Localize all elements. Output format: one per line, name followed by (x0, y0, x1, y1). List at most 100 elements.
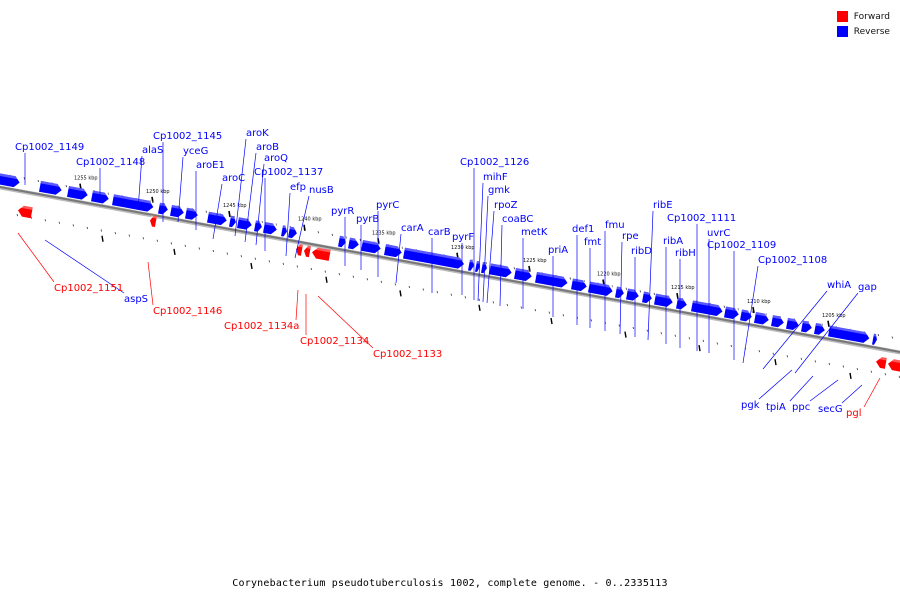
major-tick (827, 320, 830, 327)
minor-tick (65, 184, 67, 188)
minor-tick (842, 365, 844, 368)
gene-label-ribh: ribH (675, 248, 696, 259)
label-leaders (17, 138, 881, 408)
reverse-gene (615, 286, 625, 299)
minor-tick (653, 292, 655, 296)
gene-label-alas: alaS (142, 145, 163, 156)
forward-gene-body (18, 205, 33, 219)
minor-tick (205, 210, 207, 213)
forward-gene (18, 204, 33, 219)
minor-tick (751, 310, 753, 313)
major-tick (228, 210, 231, 218)
reverse-gene (185, 207, 199, 220)
forward-gene (876, 356, 887, 369)
reverse-gene-body (691, 300, 723, 316)
minor-tick (100, 229, 102, 232)
gene-label-cp1002_1126: Cp1002_1126 (460, 157, 529, 168)
reverse-gene (112, 194, 155, 212)
forward-gene-body (312, 247, 331, 261)
reverse-gene (691, 300, 724, 316)
reverse-gene-body (724, 306, 739, 319)
gene-label-cara: carA (401, 223, 424, 234)
minor-tick (723, 305, 725, 308)
genome-backbone (0, 185, 900, 355)
minor-tick (366, 278, 368, 281)
reverse-gene (571, 278, 588, 292)
gene-highlight (385, 244, 403, 250)
gene-label-pyrr: pyrR (331, 206, 354, 217)
minor-tick (58, 221, 60, 224)
scale-label: 1255 kbp (74, 176, 98, 182)
minor-tick (562, 314, 564, 317)
major-tick (752, 306, 755, 314)
reverse-leader (285, 192, 291, 257)
forward-leader (317, 295, 374, 349)
gene-highlight (230, 215, 237, 220)
gene-highlight (255, 220, 263, 225)
minor-tick (310, 267, 312, 271)
reverse-gene (338, 235, 347, 248)
reverse-gene-body (468, 259, 474, 271)
reverse-gene-body (229, 215, 236, 228)
minor-tick (828, 362, 830, 366)
reverse-gene-body (535, 271, 568, 288)
minor-tick (37, 179, 39, 183)
gene-label-coabc: coaBC (502, 214, 533, 225)
minor-tick (730, 344, 732, 348)
reverse-leader (789, 375, 814, 402)
reverse-gene (475, 260, 481, 273)
reverse-gene (384, 244, 403, 258)
gene-highlight (40, 180, 63, 188)
minor-tick (492, 301, 494, 304)
minor-tick (688, 337, 690, 340)
reverse-leader (647, 210, 654, 341)
gene-label-nusb: nusB (309, 185, 334, 196)
gene-label-pgk: pgk (741, 400, 760, 411)
reverse-gene (237, 217, 253, 230)
minor-tick (569, 277, 571, 280)
forward-gene-body (304, 245, 311, 258)
scale-label: 1225 kbp (523, 258, 547, 264)
gene-highlight (208, 211, 228, 218)
minor-tick (23, 177, 25, 180)
minor-tick (212, 249, 214, 253)
major-tick (303, 224, 306, 231)
minor-tick (737, 308, 739, 311)
gene-highlight (0, 173, 21, 180)
gene-label-uvrc: uvrC (707, 228, 730, 239)
gene-label-metk: metK (521, 227, 548, 238)
minor-tick (772, 352, 774, 355)
minor-tick (618, 324, 620, 327)
gene-highlight (68, 186, 89, 193)
gene-label-pyrc: pyrC (376, 200, 399, 211)
minor-tick (758, 350, 760, 353)
gene-highlight (876, 356, 887, 361)
reverse-gene (535, 271, 569, 288)
gene-label-gmk: gmk (488, 185, 510, 196)
minor-tick (520, 306, 522, 309)
reverse-gene (626, 288, 640, 301)
minor-tick (261, 220, 263, 224)
minor-tick (282, 262, 284, 265)
gene-label-cp1002_1137: Cp1002_1137 (254, 167, 323, 178)
forward-gene-body (150, 215, 157, 227)
minor-tick (296, 265, 298, 268)
scale-label: 1210 kbp (747, 299, 771, 305)
gene-label-cp1002_1145: Cp1002_1145 (153, 131, 222, 142)
minor-tick (114, 231, 116, 235)
minor-tick (506, 303, 508, 307)
forward-leader (295, 289, 299, 321)
gene-highlight (482, 261, 488, 266)
legend-reverse: Reverse (836, 24, 890, 39)
reverse-gene-body (237, 217, 252, 230)
minor-tick (625, 287, 627, 290)
legend: Forward Reverse (836, 9, 890, 39)
minor-tick (800, 357, 802, 360)
reverse-gene (288, 226, 298, 239)
reverse-gene-body (185, 207, 198, 220)
gene-highlight (829, 325, 871, 336)
gene-label-fmu: fmu (605, 220, 625, 231)
forward-gene (150, 215, 157, 227)
figure-caption: Corynebacterium pseudotuberculosis 1002,… (232, 578, 668, 589)
gene-label-yceg: yceG (183, 146, 208, 157)
